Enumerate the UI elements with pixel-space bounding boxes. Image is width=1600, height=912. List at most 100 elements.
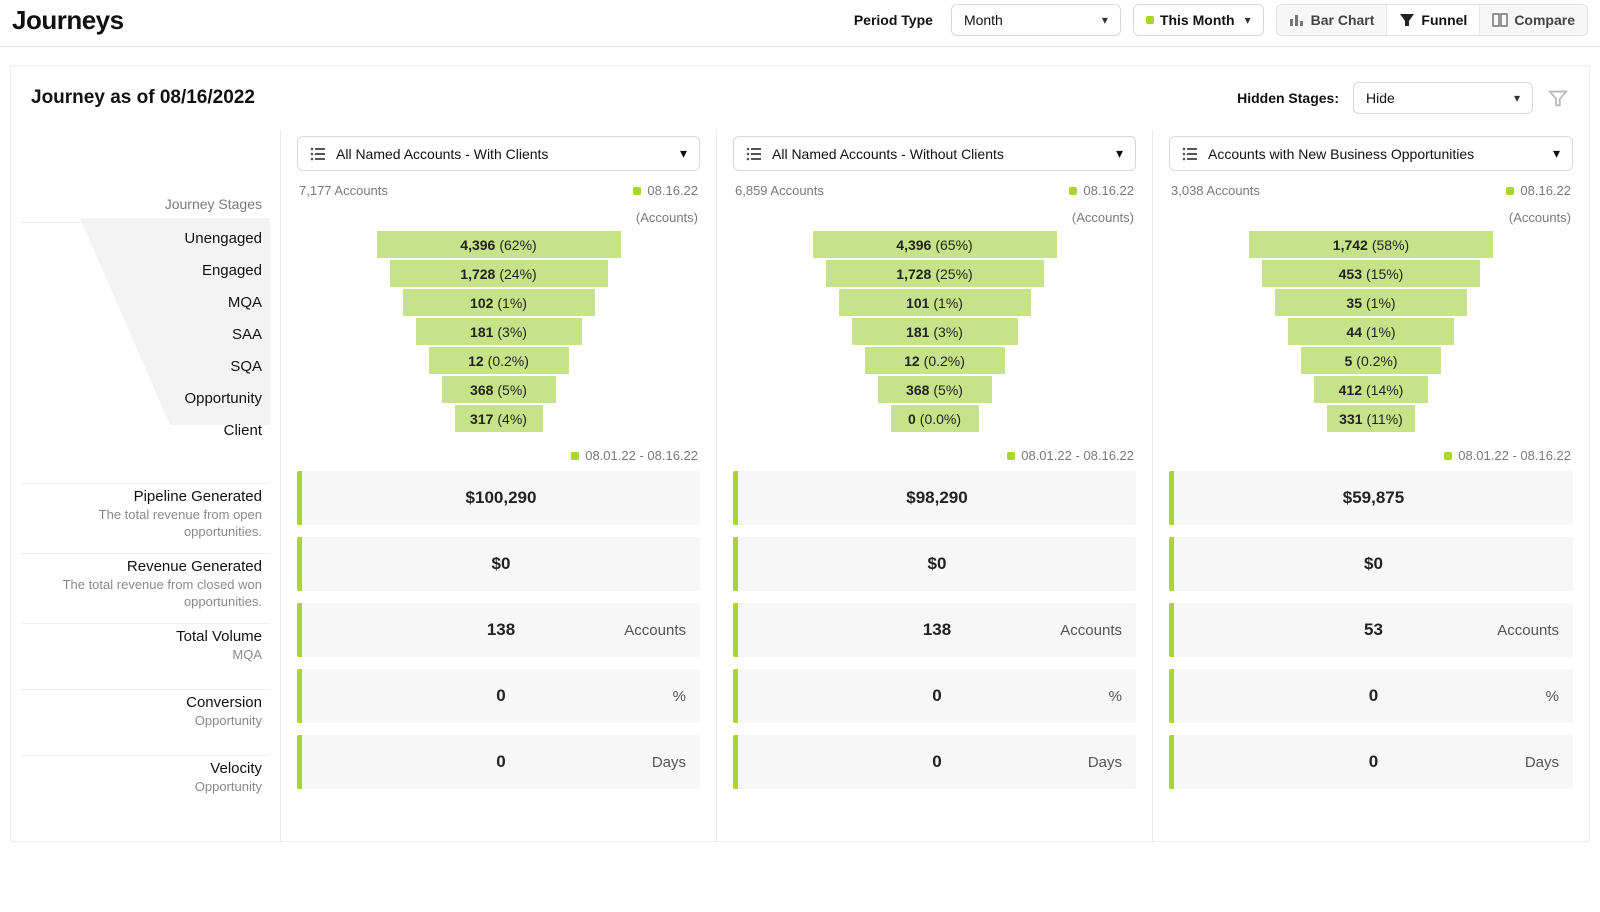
funnel-step: 0(0.0%)	[891, 405, 979, 434]
hidden-stages-label: Hidden Stages:	[1237, 90, 1339, 106]
journey-column: All Named Accounts - With Clients ▾ 7,17…	[281, 130, 717, 841]
asof-badge: 08.16.22	[1069, 183, 1134, 198]
metric-card: $98,290	[733, 471, 1136, 525]
funnel-step: 1,742(58%)	[1249, 231, 1493, 260]
metric-card: 138 Accounts	[297, 603, 700, 657]
topbar: Journeys Period Type Month ▾ This Month …	[0, 0, 1600, 47]
bar-chart-icon	[1289, 12, 1305, 28]
funnel-step: 412(14%)	[1314, 376, 1428, 405]
account-segment-label: All Named Accounts - With Clients	[336, 146, 670, 162]
funnel-chart: 4,396(65%) 1,728(25%) 101(1%) 181(3%) 12…	[733, 231, 1136, 434]
asof-badge: 08.16.22	[1506, 183, 1571, 198]
accounts-unit-label: (Accounts)	[636, 210, 698, 225]
metric-card: $0	[1169, 537, 1573, 591]
range-badge: 08.01.22 - 08.16.22	[1444, 448, 1571, 463]
metric-card: 0 Days	[733, 735, 1136, 789]
account-segment-select[interactable]: All Named Accounts - Without Clients ▾	[733, 136, 1136, 171]
funnel-step: 12(0.2%)	[429, 347, 569, 376]
chevron-down-icon: ▾	[1245, 13, 1251, 27]
list-icon	[746, 146, 762, 162]
accounts-count: 7,177 Accounts	[299, 183, 388, 198]
page-title: Journeys	[12, 5, 124, 36]
chevron-down-icon: ▾	[1514, 91, 1520, 105]
metric-card: 0 %	[733, 669, 1136, 723]
accounts-count: 3,038 Accounts	[1171, 183, 1260, 198]
funnel-step: 102(1%)	[403, 289, 595, 318]
funnel-step: 181(3%)	[416, 318, 582, 347]
journey-stages-heading: Journey Stages	[21, 190, 270, 223]
list-icon	[310, 146, 326, 162]
account-segment-label: All Named Accounts - Without Clients	[772, 146, 1106, 162]
chevron-down-icon: ▾	[1553, 145, 1560, 162]
funnel-step: 1,728(24%)	[390, 260, 608, 289]
view-funnel-button[interactable]: Funnel	[1386, 5, 1479, 35]
stage-label: Client	[21, 415, 270, 447]
funnel-step: 181(3%)	[852, 318, 1018, 347]
chevron-down-icon: ▾	[1102, 13, 1108, 27]
funnel-step: 12(0.2%)	[865, 347, 1005, 376]
funnel-chart: 4,396(62%) 1,728(24%) 102(1%) 181(3%) 12…	[297, 231, 700, 434]
hidden-stages-select[interactable]: Hide ▾	[1353, 82, 1533, 114]
period-type-label: Period Type	[854, 12, 933, 28]
metric-card: $0	[297, 537, 700, 591]
funnel-step: 4,396(65%)	[813, 231, 1057, 260]
view-bar-chart-button[interactable]: Bar Chart	[1277, 5, 1387, 35]
journey-column: All Named Accounts - Without Clients ▾ 6…	[717, 130, 1153, 841]
asof-badge: 08.16.22	[633, 183, 698, 198]
chevron-down-icon: ▾	[1116, 145, 1123, 162]
metric-card: 0 Days	[297, 735, 700, 789]
funnel-icon	[1399, 12, 1415, 28]
account-segment-label: Accounts with New Business Opportunities	[1208, 146, 1543, 162]
metric-definition: Revenue Generated The total revenue from…	[21, 553, 270, 623]
accounts-unit-label: (Accounts)	[1072, 210, 1134, 225]
stage-label: Opportunity	[21, 383, 270, 415]
filter-icon[interactable]	[1547, 87, 1569, 109]
funnel-step: 101(1%)	[839, 289, 1031, 318]
funnel-step: 4,396(62%)	[377, 231, 621, 260]
metric-card: 53 Accounts	[1169, 603, 1573, 657]
period-picker-value: This Month	[1160, 12, 1235, 28]
range-badge: 08.01.22 - 08.16.22	[571, 448, 698, 463]
view-switcher: Bar Chart Funnel Compare	[1276, 4, 1588, 36]
range-badge: 08.01.22 - 08.16.22	[1007, 448, 1134, 463]
view-compare-button[interactable]: Compare	[1479, 5, 1587, 35]
funnel-step: 317(4%)	[455, 405, 543, 434]
period-type-value: Month	[964, 12, 1003, 28]
funnel-step: 5(0.2%)	[1301, 347, 1441, 376]
stage-label: SAA	[21, 319, 270, 351]
account-segment-select[interactable]: Accounts with New Business Opportunities…	[1169, 136, 1573, 171]
journey-panel: Journey as of 08/16/2022 Hidden Stages: …	[10, 65, 1590, 842]
funnel-chart: 1,742(58%) 453(15%) 35(1%) 44(1%) 5(0.2%…	[1169, 231, 1573, 434]
left-column: Journey Stages UnengagedEngagedMQASAASQA…	[11, 130, 281, 841]
chevron-down-icon: ▾	[680, 145, 687, 162]
metric-card: $0	[733, 537, 1136, 591]
funnel-step: 44(1%)	[1288, 318, 1454, 347]
funnel-step: 453(15%)	[1262, 260, 1480, 289]
period-type-select[interactable]: Month ▾	[951, 4, 1121, 36]
metric-definition: Conversion Opportunity	[21, 689, 270, 755]
accounts-unit-label: (Accounts)	[1509, 210, 1571, 225]
metric-card: 138 Accounts	[733, 603, 1136, 657]
compare-icon	[1492, 12, 1508, 28]
metric-definition: Total Volume MQA	[21, 623, 270, 689]
accounts-count: 6,859 Accounts	[735, 183, 824, 198]
metric-card: $100,290	[297, 471, 700, 525]
period-picker-select[interactable]: This Month ▾	[1133, 4, 1264, 36]
stage-label: SQA	[21, 351, 270, 383]
account-segment-select[interactable]: All Named Accounts - With Clients ▾	[297, 136, 700, 171]
funnel-step: 368(5%)	[442, 376, 556, 405]
funnel-step: 1,728(25%)	[826, 260, 1044, 289]
funnel-step: 35(1%)	[1275, 289, 1467, 318]
metric-card: 0 %	[1169, 669, 1573, 723]
stage-label: Engaged	[21, 255, 270, 287]
status-dot-icon	[1146, 16, 1154, 24]
panel-title: Journey as of 08/16/2022	[31, 87, 255, 109]
funnel-step: 368(5%)	[878, 376, 992, 405]
metric-definition: Pipeline Generated The total revenue fro…	[21, 483, 270, 553]
funnel-step: 331(11%)	[1327, 405, 1415, 434]
metric-card: $59,875	[1169, 471, 1573, 525]
stage-label: Unengaged	[21, 223, 270, 255]
stage-label: MQA	[21, 287, 270, 319]
metric-definition: Velocity Opportunity	[21, 755, 270, 821]
hidden-stages-value: Hide	[1366, 90, 1395, 106]
